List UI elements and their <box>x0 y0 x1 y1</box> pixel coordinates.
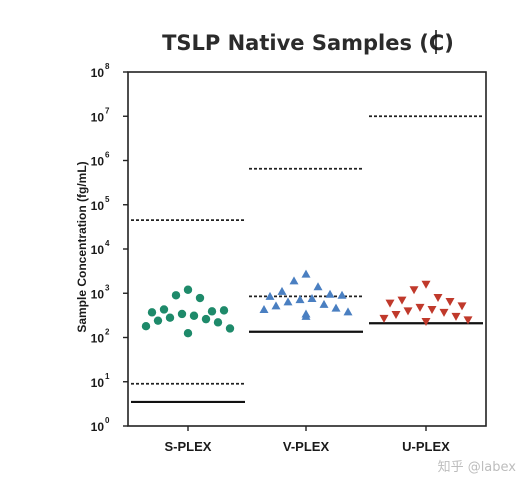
data-point <box>219 306 229 315</box>
y-tick-label: 10 <box>91 199 105 213</box>
data-point <box>271 301 281 310</box>
y-tick-exponent: 5 <box>105 195 110 204</box>
data-point <box>439 308 449 317</box>
y-tick-label: 10 <box>91 66 105 80</box>
data-point <box>213 318 223 327</box>
data-point <box>265 291 275 300</box>
data-point <box>445 298 455 307</box>
data-point <box>153 316 163 325</box>
y-tick-label: 10 <box>91 287 105 301</box>
data-point <box>201 314 211 324</box>
y-tick-label: 10 <box>91 155 105 169</box>
y-tick-label: 10 <box>91 332 105 346</box>
data-point <box>183 329 193 338</box>
x-category-label: S-PLEX <box>165 439 212 454</box>
y-tick-label: 10 <box>91 110 105 124</box>
y-tick-exponent: 4 <box>105 239 110 248</box>
data-point <box>421 280 431 289</box>
data-point <box>307 294 317 303</box>
y-tick-exponent: 7 <box>105 106 110 115</box>
data-point <box>159 305 169 314</box>
data-point <box>331 303 341 312</box>
data-point <box>403 307 413 316</box>
reference-lines <box>131 115 483 404</box>
y-tick-label: 10 <box>91 243 105 257</box>
data-point <box>325 289 335 298</box>
x-category-label: U-PLEX <box>402 439 450 454</box>
data-point <box>301 311 311 320</box>
data-point <box>177 309 187 319</box>
data-point <box>171 291 181 300</box>
y-tick-label: 10 <box>91 376 105 390</box>
data-point <box>225 324 235 333</box>
data-point <box>433 294 443 303</box>
data-point <box>277 286 287 295</box>
watermark-text: 知乎 @labex <box>438 459 517 475</box>
data-point <box>427 305 437 314</box>
data-point <box>337 290 347 299</box>
data-point <box>451 312 461 321</box>
data-points <box>141 269 473 338</box>
data-point <box>141 322 151 331</box>
data-point <box>391 311 401 320</box>
data-point <box>415 303 425 312</box>
y-tick-exponent: 0 <box>105 416 110 425</box>
data-point <box>165 313 175 322</box>
data-point <box>409 286 419 295</box>
y-tick-exponent: 1 <box>105 372 110 381</box>
data-point <box>385 299 395 308</box>
data-point <box>189 311 199 320</box>
y-tick-label: 10 <box>91 420 105 434</box>
data-point <box>397 296 407 305</box>
y-tick-exponent: 2 <box>105 328 110 337</box>
data-point <box>463 316 473 325</box>
data-point <box>289 276 299 285</box>
y-axis-label: Sample Concentration (fg/mL) <box>75 161 89 332</box>
data-point <box>207 307 217 316</box>
x-category-label: V-PLEX <box>283 439 330 454</box>
data-point <box>301 269 311 278</box>
data-point <box>183 285 193 294</box>
x-axis-categories: S-PLEX V-PLEX U-PLEX <box>165 426 450 454</box>
data-point <box>259 304 269 313</box>
data-point <box>319 299 329 308</box>
data-point <box>379 314 389 323</box>
data-point <box>343 307 353 316</box>
data-point <box>421 317 431 326</box>
data-point <box>457 302 467 311</box>
y-tick-exponent: 8 <box>105 62 110 71</box>
plot-frame <box>127 71 487 427</box>
data-point <box>283 297 293 306</box>
y-tick-exponent: 3 <box>105 283 110 292</box>
data-point <box>313 282 323 291</box>
y-tick-exponent: 6 <box>105 151 110 160</box>
data-point <box>147 308 157 317</box>
data-point <box>295 295 305 304</box>
data-point <box>195 293 205 303</box>
chart-title: TSLP Native Samples (C) <box>162 31 454 55</box>
